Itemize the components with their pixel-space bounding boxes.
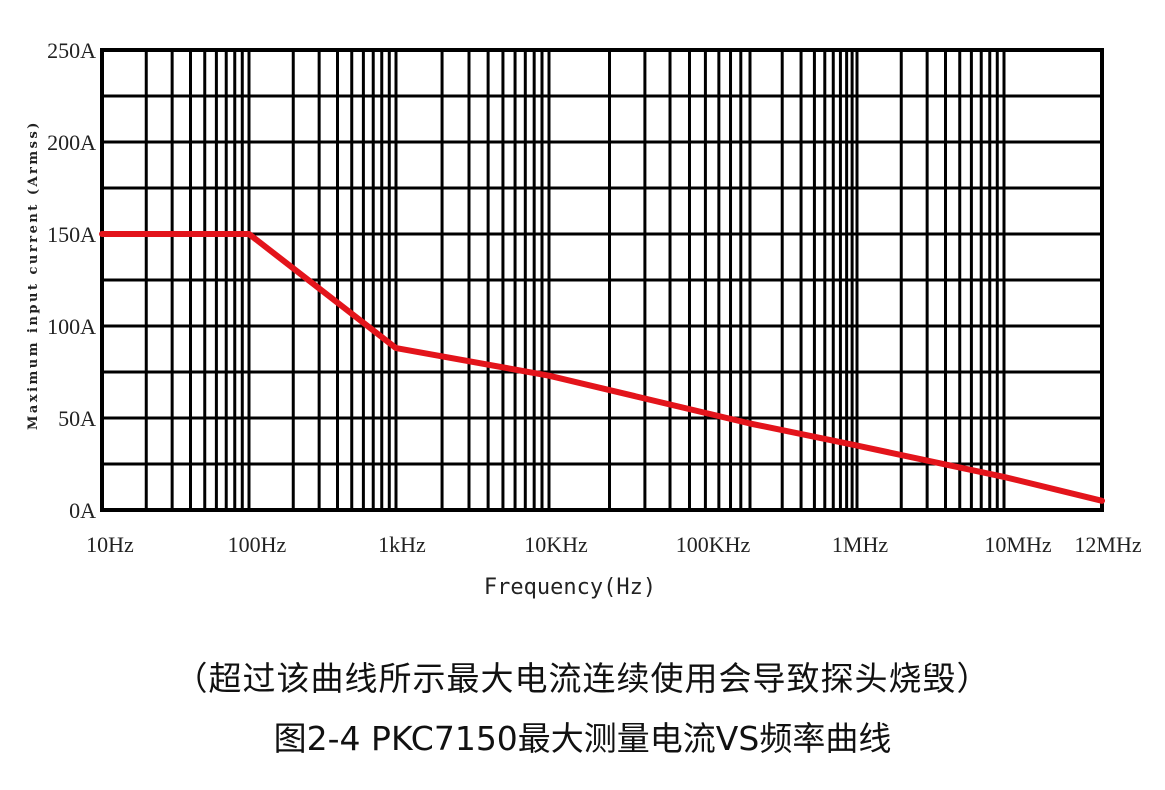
plot-frame bbox=[100, 48, 1104, 512]
figure-caption: 图2-4 PKC7150最大测量电流VS频率曲线 bbox=[273, 719, 892, 758]
y-tick-label: 0A bbox=[69, 498, 96, 523]
chart: 250A 200A 150A 100A 50A 0A 10Hz 100Hz 1kHz 10KHz… bbox=[26, 38, 1142, 600]
y-axis-title: Maximum input current (Armss) bbox=[26, 120, 41, 430]
max-current-curve bbox=[99, 231, 1105, 504]
y-axis-ticks: 250A 200A 150A 100A 50A 0A bbox=[47, 38, 96, 523]
y-tick-label: 150A bbox=[47, 222, 96, 247]
x-tick-label: 100KHz bbox=[676, 532, 751, 557]
x-tick-label: 1kHz bbox=[378, 532, 426, 557]
x-axis-title: Frequency(Hz) bbox=[484, 575, 656, 600]
x-tick-label: 10Hz bbox=[86, 532, 134, 557]
y-tick-label: 200A bbox=[47, 130, 96, 155]
chart-warning-note: （超过该曲线所示最大电流连续使用会导致探头烧毁） bbox=[174, 659, 991, 698]
x-axis-ticks: 10Hz 100Hz 1kHz 10KHz 100KHz 1MHz 10MHz 12MHz bbox=[86, 532, 1142, 557]
y-tick-label: 250A bbox=[47, 38, 96, 63]
x-tick-label: 1MHz bbox=[832, 532, 888, 557]
grid-lines bbox=[100, 48, 1104, 512]
x-tick-label: 10KHz bbox=[524, 532, 588, 557]
y-tick-label: 100A bbox=[47, 314, 96, 339]
x-tick-label: 12MHz bbox=[1074, 532, 1141, 557]
y-tick-label: 50A bbox=[58, 406, 96, 431]
x-tick-label: 100Hz bbox=[228, 532, 287, 557]
x-tick-label: 10MHz bbox=[984, 532, 1051, 557]
